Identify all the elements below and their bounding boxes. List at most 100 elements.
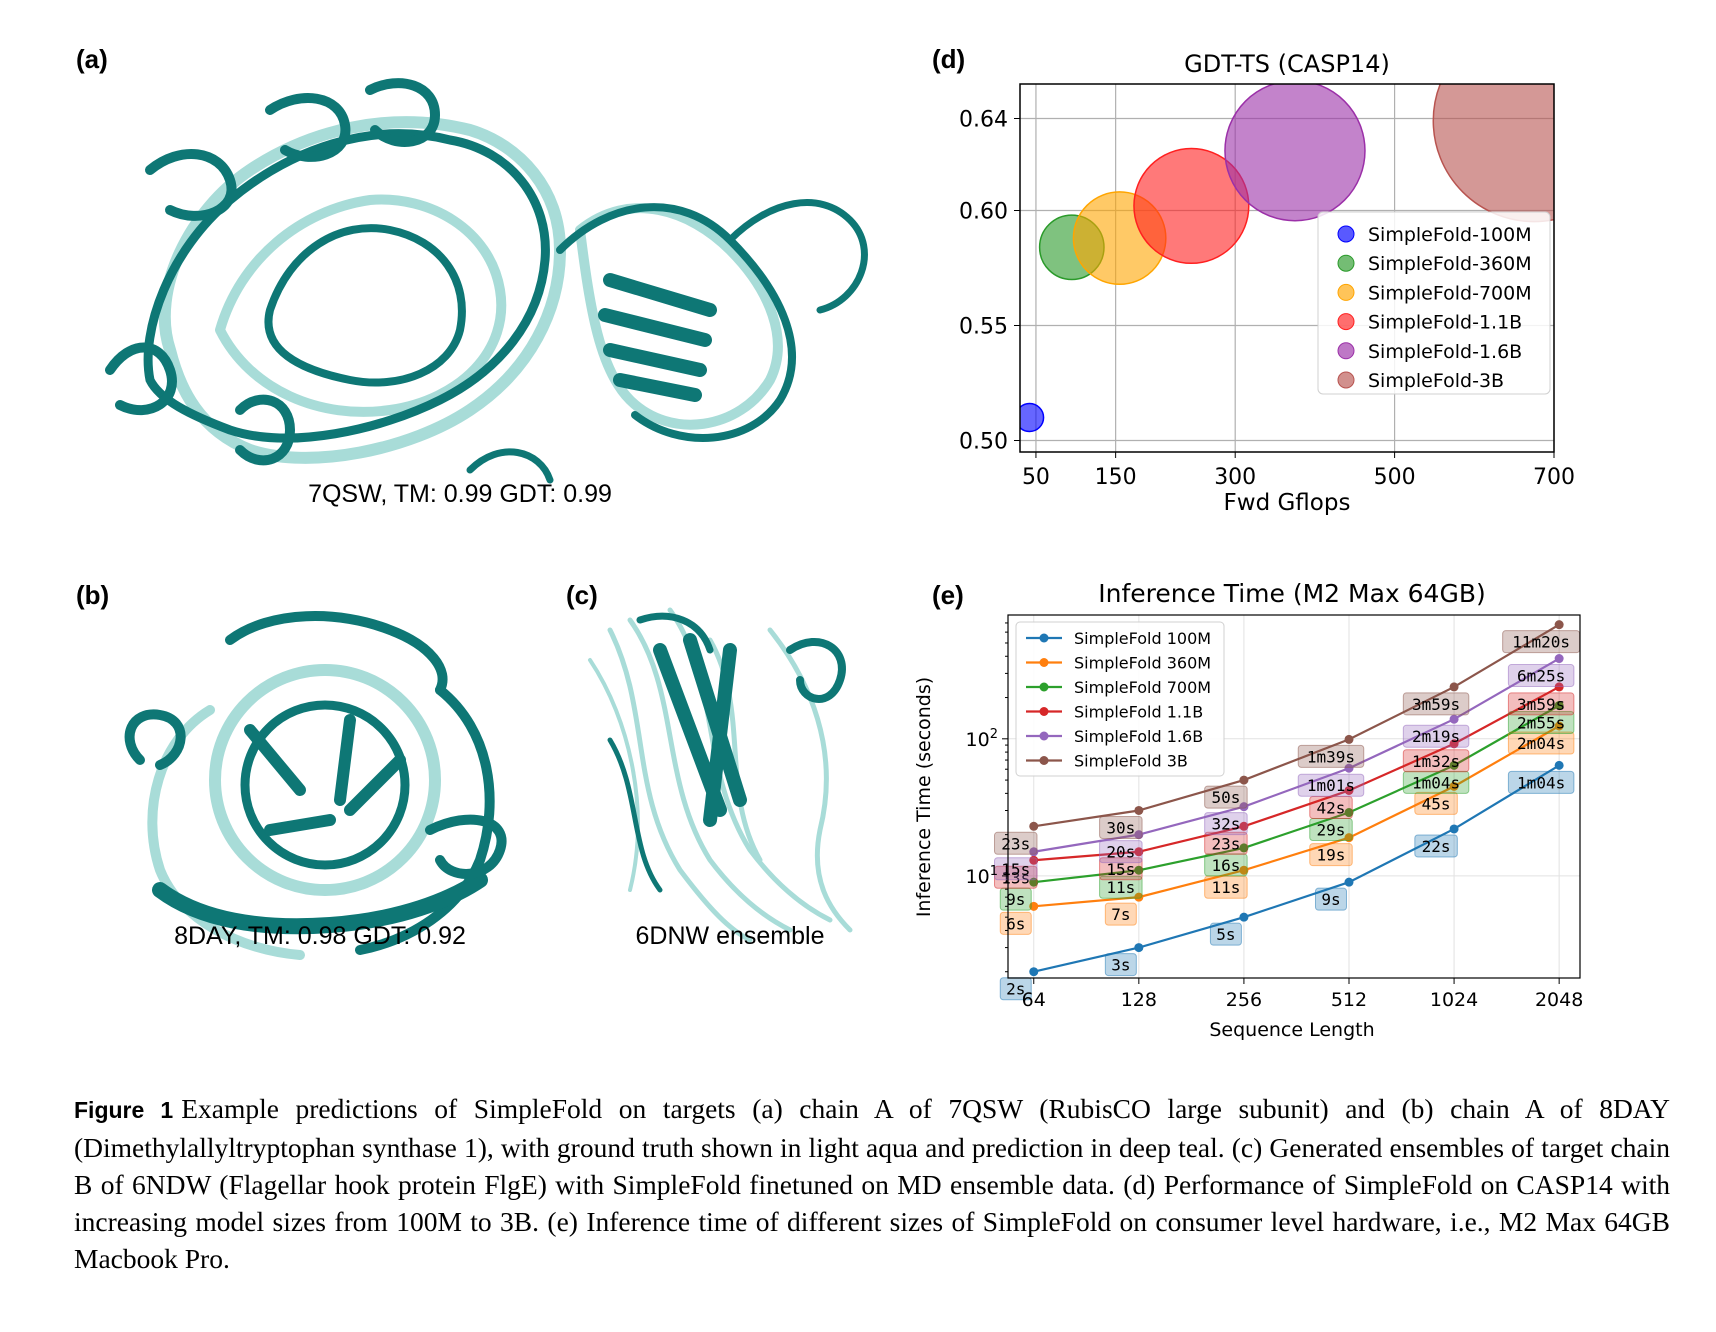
chart-d-legend-marker [1337, 225, 1355, 243]
chart-e-xtick-label: 1024 [1430, 989, 1478, 1011]
panel-label-e: (e) [932, 580, 964, 610]
chart-e-point [1134, 830, 1144, 840]
chart-e-ytick-label: 101 [966, 864, 998, 888]
chart-e-point [1449, 760, 1459, 770]
chart-d-legend-label: SimpleFold-700M [1368, 282, 1532, 304]
chart-e-legend-label: SimpleFold 700M [1074, 678, 1211, 697]
figure-caption-text: Example predictions of SimpleFold on tar… [74, 1093, 1670, 1274]
chart-e-data-label: 22s [1422, 837, 1451, 856]
chart-e-data-label: 16s [1211, 856, 1240, 875]
chart-e-point [1449, 824, 1459, 834]
chart-e-xtick-label: 128 [1121, 989, 1157, 1011]
chart-e-series-line [1033, 764, 1560, 973]
chart-d-legend-marker [1337, 254, 1355, 272]
chart-e-data-label: 3m59s [1517, 695, 1565, 714]
chart-e-legend-marker [1039, 707, 1049, 716]
chart-e-point [1134, 943, 1144, 953]
chart-d-ytick-label: 0.50 [959, 430, 1008, 455]
chart-inference-time: Inference Time (M2 Max 64GB) 2s 3s 5s 9s 22s… [913, 579, 1583, 1041]
chart-e-data-label-box [1402, 692, 1470, 716]
chart-e-legend-label: SimpleFold 1.1B [1074, 703, 1203, 722]
chart-d-xlabel: Fwd Gflops [1224, 490, 1351, 516]
chart-d-legend-marker [1337, 342, 1355, 360]
chart-e-point [1239, 821, 1249, 831]
chart-e-xtick-label: 256 [1226, 989, 1262, 1011]
chart-e-data-label: 1m32s [1412, 752, 1460, 771]
chart-d-xtick-label: 150 [1095, 465, 1137, 490]
chart-e-data-label: 1m39s [1307, 747, 1355, 766]
chart-e-legend-label: SimpleFold 360M [1074, 654, 1211, 673]
chart-e-point [1344, 763, 1354, 773]
chart-e-data-label: 32s [1211, 815, 1240, 834]
chart-e-point [1134, 865, 1144, 875]
chart-e-xtick-label: 64 [1022, 989, 1046, 1011]
chart-e-point [1449, 714, 1459, 724]
figure-caption: Figure 1 Example predictions of SimpleFol… [74, 1090, 1670, 1277]
chart-e-data-label-box [1402, 724, 1470, 748]
chart-e-legend-box [1015, 621, 1225, 777]
chart-e-legend-label: SimpleFold 1.6B [1074, 727, 1203, 746]
chart-d-bubble [1224, 84, 1366, 222]
chart-e-data-label-box [1507, 664, 1575, 688]
chart-d-bubble [1432, 84, 1554, 223]
chart-e-data-label-box [1297, 773, 1365, 797]
chart-d-legend-label: SimpleFold-100M [1368, 224, 1532, 246]
panel-label-b: (b) [76, 580, 110, 610]
chart-e-data-label: 11s [1106, 878, 1135, 897]
chart-e-data-label: 7s [1111, 905, 1130, 924]
chart-e-point [1554, 760, 1564, 770]
chart-e-legend: SimpleFold 100M SimpleFold 360M SimpleFold… [1015, 621, 1225, 777]
chart-e-data-label: 11s [1211, 878, 1240, 897]
chart-e-data-label-box [1314, 887, 1347, 911]
chart-d-frame [1019, 83, 1555, 453]
chart-e-data-label-box [1507, 710, 1575, 734]
chart-e-point [1554, 700, 1564, 710]
chart-e-data-label: 6m25s [1517, 667, 1565, 686]
chart-e-data-label-box [1309, 843, 1353, 867]
chart-d-legend-label: SimpleFold-360M [1368, 253, 1532, 275]
chart-e-data-label-box [1104, 953, 1137, 977]
chart-e-data-label-box [1099, 815, 1143, 839]
chart-d-legend-label: SimpleFold-1.1B [1368, 312, 1522, 334]
chart-d-legend-label: SimpleFold-1.6B [1368, 341, 1522, 363]
chart-e-data-label: 45s [1422, 794, 1451, 813]
chart-e-point [1449, 682, 1459, 692]
chart-e-data-label-box [1297, 744, 1365, 768]
chart-e-series-line [1033, 685, 1560, 862]
chart-e-point [1554, 721, 1564, 731]
chart-e-data-label-box [1507, 770, 1575, 794]
chart-e-xtick-label: 2048 [1535, 989, 1583, 1011]
protein-structure-7qsw [105, 78, 868, 484]
chart-e-legend-label: SimpleFold 100M [1074, 629, 1211, 648]
chart-e-point [1344, 785, 1354, 795]
chart-e-data-label-box [1204, 831, 1248, 855]
chart-d-legend: SimpleFold-100M SimpleFold-360M SimpleFold… [1317, 211, 1551, 395]
chart-e-xlabel: Sequence Length [1209, 1019, 1374, 1041]
chart-d-legend-marker [1337, 371, 1355, 389]
chart-e-legend-label: SimpleFold 3B [1074, 752, 1188, 771]
caption-b: 8DAY, TM: 0.98 GDT: 0.92 [174, 922, 466, 950]
chart-e-point [1239, 865, 1249, 875]
chart-e-data-label: 20s [1106, 843, 1135, 862]
chart-e-legend-marker [1039, 682, 1049, 692]
chart-e-series-line [1033, 657, 1560, 853]
chart-e-data-label: 5s [1216, 925, 1235, 944]
chart-d-xtick-label: 700 [1533, 465, 1575, 490]
chart-d-xtick-label: 500 [1374, 465, 1416, 490]
chart-e-data-label-box [1099, 840, 1143, 864]
chart-e-data-label-box [1099, 875, 1143, 899]
chart-e-data-label: 29s [1317, 821, 1346, 840]
chart-e-data-label-box [1507, 731, 1575, 755]
chart-d-ticks: 50 150 300 500 700 0.50 0.55 0.60 0.64 [959, 108, 1575, 491]
chart-d-title: GDT-TS (CASP14) [1184, 50, 1390, 78]
chart-e-data-label: 11m20s [1512, 633, 1570, 652]
chart-e-xtick-label: 512 [1331, 989, 1367, 1011]
chart-e-point [1239, 843, 1249, 853]
chart-e-point [1344, 877, 1354, 887]
chart-e-frame [1007, 614, 1581, 979]
chart-e-data-label: 6s [1006, 914, 1025, 933]
chart-d-xtick-label: 300 [1214, 465, 1256, 490]
chart-e-ticks: 64 128 256 512 1024 2048 101 102 [966, 622, 1583, 1011]
chart-e-title: Inference Time (M2 Max 64GB) [1098, 579, 1485, 608]
chart-e-ytick-label: 102 [966, 727, 998, 751]
